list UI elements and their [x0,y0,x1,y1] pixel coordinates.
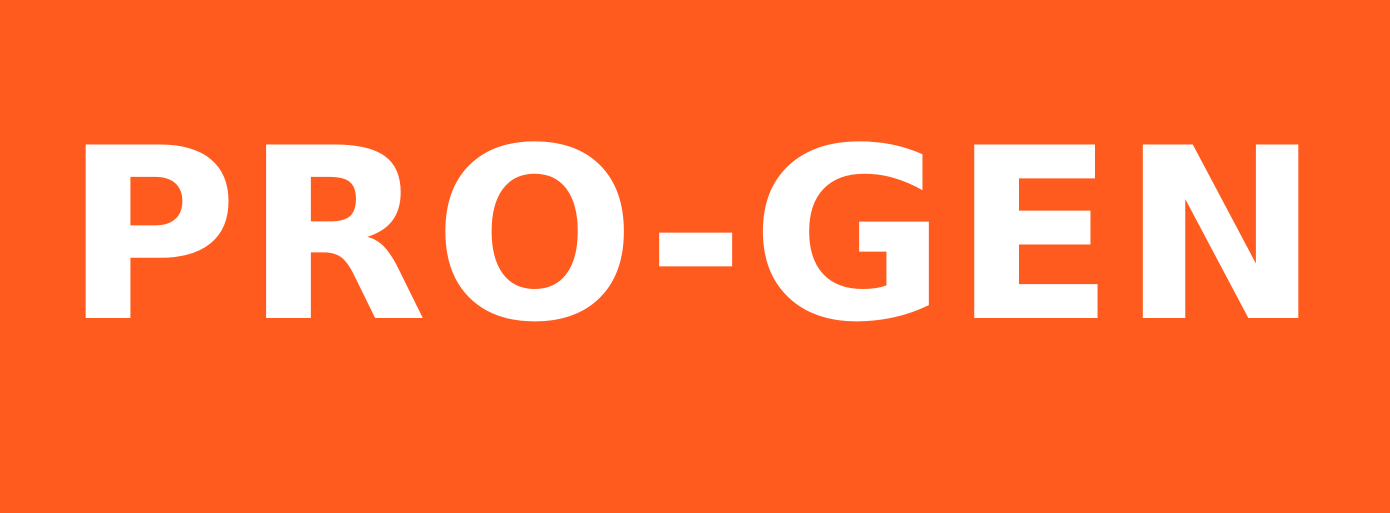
brand-wordmark: PRO-GEN [63,97,1327,375]
